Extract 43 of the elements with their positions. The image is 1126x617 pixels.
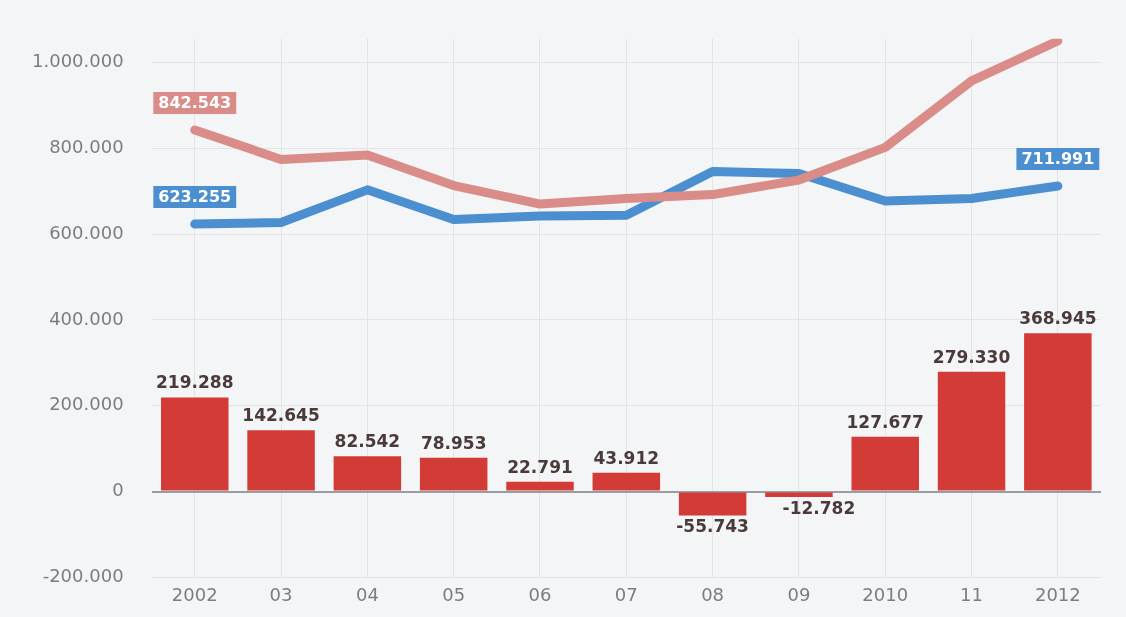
- data-label: 623.255: [158, 187, 232, 207]
- bar: [765, 492, 833, 498]
- bar: [678, 492, 747, 516]
- data-label: 279.330: [932, 346, 1011, 367]
- x-tick-label: 2010: [862, 583, 909, 605]
- x-tick-label: 11: [960, 583, 983, 605]
- y-tick-label: 400.000: [49, 307, 124, 329]
- bar: [592, 472, 661, 491]
- y-tick-label: 1.000.000: [32, 50, 124, 72]
- x-tick-label: 2012: [1034, 583, 1081, 605]
- bar: [161, 397, 229, 491]
- bar: [247, 430, 315, 491]
- data-label: 82.542: [334, 431, 401, 452]
- data-label: 78.953: [420, 432, 487, 453]
- data-label: 142.645: [242, 405, 320, 426]
- data-label: 22.791: [507, 456, 573, 477]
- bar: [1024, 333, 1092, 491]
- y-tick-label: -200.000: [42, 565, 124, 587]
- x-tick-label: 06: [528, 583, 552, 605]
- x-tick-label: 05: [442, 583, 466, 605]
- x-tick-label: 04: [355, 583, 379, 605]
- bar: [851, 436, 919, 491]
- x-tick-label: 07: [614, 583, 638, 605]
- data-label: 711.991: [1021, 149, 1095, 169]
- x-tick-label: 03: [269, 583, 293, 605]
- bar: [506, 481, 574, 491]
- y-tick-label: 800.000: [49, 135, 124, 157]
- x-tick-label: 09: [787, 583, 811, 605]
- y-tick-label: 0: [112, 479, 124, 501]
- data-label: 127.677: [846, 411, 924, 432]
- bar: [937, 371, 1006, 491]
- bar: [419, 457, 488, 491]
- x-tick-label: 08: [701, 583, 725, 605]
- data-label: -55.743: [676, 516, 749, 537]
- x-tick-label: 2002: [171, 583, 218, 605]
- y-tick-label: 200.000: [49, 393, 124, 415]
- bar: [333, 456, 402, 491]
- data-label: 43.912: [593, 447, 660, 468]
- data-label: -12.782: [782, 497, 856, 518]
- data-label: 219.288: [156, 372, 234, 393]
- y-tick-label: 600.000: [49, 221, 124, 243]
- data-label: 842.543: [158, 93, 232, 113]
- data-label: 368.945: [1019, 308, 1097, 329]
